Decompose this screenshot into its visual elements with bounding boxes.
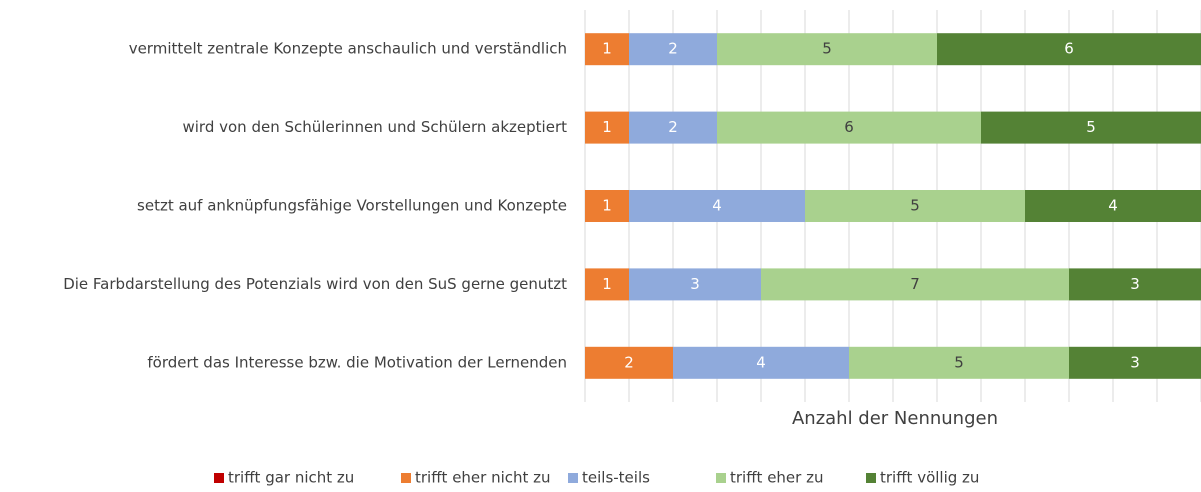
bar-segment xyxy=(585,190,629,222)
data-label: 5 xyxy=(954,353,964,371)
y-tick-label: fördert das Interesse bzw. die Motivatio… xyxy=(147,353,567,371)
legend-swatch xyxy=(401,473,411,483)
data-label: 1 xyxy=(602,118,612,136)
data-label: 6 xyxy=(1064,40,1074,58)
data-label: 2 xyxy=(668,118,678,136)
data-label: 1 xyxy=(602,197,612,215)
legend-label: trifft völlig zu xyxy=(880,469,979,487)
data-label: 2 xyxy=(668,40,678,58)
bar-segment xyxy=(629,33,717,66)
data-label: 3 xyxy=(1130,353,1140,371)
bar-segment xyxy=(717,33,937,66)
bar-segment xyxy=(673,346,849,379)
bar-segment xyxy=(1069,268,1201,301)
data-label: 5 xyxy=(1086,118,1096,136)
legend-label: trifft eher zu xyxy=(730,469,823,487)
bar-segment xyxy=(585,33,629,66)
data-label: 5 xyxy=(910,197,920,215)
legend-swatch xyxy=(214,473,224,483)
bar-segment xyxy=(585,111,629,144)
legend-swatch xyxy=(568,473,578,483)
data-label: 4 xyxy=(712,197,722,215)
data-label: 4 xyxy=(1108,197,1118,215)
legend-label: trifft eher nicht zu xyxy=(415,469,551,487)
data-label: 6 xyxy=(844,118,854,136)
data-label: 2 xyxy=(624,353,634,371)
bar-segment xyxy=(717,111,981,144)
bar-segment xyxy=(629,268,761,301)
legend-swatch xyxy=(866,473,876,483)
legend-swatch xyxy=(716,473,726,483)
data-label: 3 xyxy=(690,275,700,293)
legend-label: teils-teils xyxy=(582,469,650,487)
bar-segment xyxy=(981,111,1201,144)
data-label: 1 xyxy=(602,40,612,58)
bar-segment xyxy=(1069,346,1201,379)
bar-segment xyxy=(1025,190,1201,222)
y-tick-label: wird von den Schülerinnen und Schülern a… xyxy=(183,118,568,136)
bar-segment xyxy=(629,111,717,144)
x-axis-title: Anzahl der Nennungen xyxy=(792,408,998,429)
bar-segment xyxy=(585,268,629,301)
y-tick-label: Die Farbdarstellung des Potenzials wird … xyxy=(63,275,567,293)
legend-label: trifft gar nicht zu xyxy=(228,469,354,487)
data-label: 1 xyxy=(602,275,612,293)
bar-segment xyxy=(585,346,673,379)
data-label: 5 xyxy=(822,40,832,58)
data-label: 7 xyxy=(910,275,920,293)
bar-segment xyxy=(761,268,1069,301)
bar-segment xyxy=(629,190,805,222)
y-tick-label: vermittelt zentrale Konzepte anschaulich… xyxy=(129,40,567,58)
y-tick-label: setzt auf anknüpfungsfähige Vorstellunge… xyxy=(137,197,567,215)
bar-segment xyxy=(805,190,1025,222)
bar-segment xyxy=(849,346,1069,379)
bar-segment xyxy=(937,33,1201,66)
data-label: 4 xyxy=(756,353,766,371)
data-label: 3 xyxy=(1130,275,1140,293)
